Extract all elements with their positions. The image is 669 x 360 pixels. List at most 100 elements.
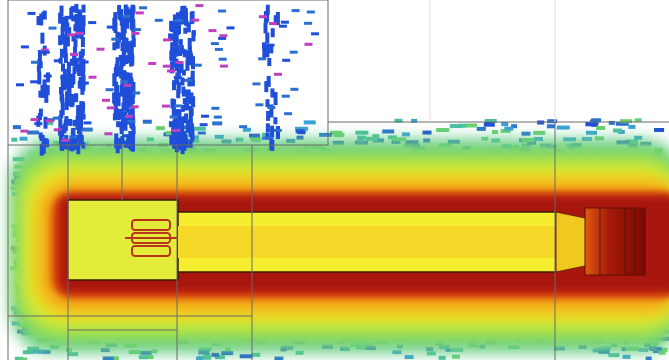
pixel	[132, 38, 136, 47]
geometry	[68, 200, 645, 280]
pixel	[186, 89, 190, 102]
end-block	[585, 208, 645, 275]
pixel	[192, 30, 196, 36]
pixel	[466, 124, 477, 128]
pixel	[382, 130, 394, 134]
pixel	[122, 50, 126, 59]
pixel	[258, 57, 266, 60]
pixel	[106, 88, 114, 91]
pixel	[34, 122, 42, 125]
pixel	[282, 95, 290, 98]
pixel	[201, 115, 209, 118]
pixel	[172, 65, 180, 68]
pixel	[270, 126, 274, 138]
pixel	[148, 355, 154, 359]
pixel	[172, 99, 176, 109]
pixel	[191, 19, 199, 22]
pixel	[76, 32, 84, 35]
pixel	[334, 133, 344, 137]
pixel	[70, 75, 74, 88]
pixel	[117, 5, 121, 14]
pixel	[122, 70, 126, 78]
pixel	[65, 23, 69, 29]
target-block	[68, 200, 178, 280]
pixel	[355, 131, 368, 135]
pixel	[557, 126, 570, 130]
pixel	[504, 127, 513, 131]
pixel	[121, 42, 125, 51]
pixel	[65, 98, 69, 110]
pixel	[117, 66, 121, 76]
page: (() => { const data = JSON.parse(documen…	[0, 0, 669, 360]
pixel	[304, 22, 312, 25]
pixel	[189, 118, 193, 129]
pixel	[120, 123, 124, 134]
pixel	[68, 119, 72, 126]
pixel	[218, 37, 226, 40]
pixel	[46, 119, 54, 122]
pixel	[282, 59, 290, 62]
pixel	[58, 130, 66, 133]
pixel	[259, 15, 267, 18]
pixel	[200, 123, 208, 126]
pixel	[53, 117, 61, 120]
pixel	[39, 14, 43, 26]
pixel	[102, 99, 110, 102]
pixel	[255, 103, 263, 106]
pixel	[533, 131, 545, 135]
pixel	[211, 42, 219, 45]
pixel	[27, 131, 39, 135]
pixel	[174, 76, 182, 79]
pixel	[646, 357, 652, 360]
pixel	[31, 118, 39, 121]
pixel	[179, 11, 183, 19]
pixel	[181, 87, 185, 94]
pixel	[585, 122, 591, 126]
pixel	[547, 119, 557, 123]
pixel	[452, 355, 460, 359]
pixel	[274, 73, 282, 76]
pixel	[297, 136, 304, 140]
pixel	[215, 48, 223, 51]
pixel	[181, 48, 185, 54]
pixel	[122, 134, 130, 137]
pixel	[97, 48, 105, 51]
pixel	[113, 12, 117, 23]
pixel	[198, 132, 206, 135]
pixel	[623, 355, 631, 359]
pixel	[61, 64, 65, 72]
pixel	[30, 80, 38, 83]
pixel	[305, 43, 313, 46]
pixel	[60, 6, 64, 17]
pixel	[65, 16, 73, 19]
pixel	[84, 121, 92, 124]
pixel	[70, 59, 74, 66]
pixel	[191, 130, 195, 141]
pixel	[78, 105, 82, 116]
pixel	[139, 355, 148, 359]
pixel	[284, 112, 292, 115]
pixel	[211, 353, 219, 357]
pixel	[174, 28, 178, 39]
pixel	[132, 92, 140, 95]
pixel	[89, 76, 97, 79]
pixel	[214, 116, 222, 119]
pixel	[249, 134, 260, 138]
pixel	[131, 82, 135, 93]
pixel	[252, 82, 260, 85]
pixel	[16, 83, 24, 86]
pixel	[595, 136, 604, 140]
pixel	[77, 115, 81, 125]
pixel	[436, 128, 449, 132]
pixel	[74, 93, 78, 102]
pixel	[176, 89, 180, 98]
pixel	[271, 28, 275, 37]
pixel	[662, 348, 668, 352]
pixel	[131, 105, 139, 108]
pixel	[174, 104, 182, 107]
pixel	[492, 130, 498, 134]
pixel	[267, 76, 271, 87]
pixel	[274, 357, 283, 360]
pixel	[124, 141, 128, 148]
pixel	[139, 6, 147, 9]
